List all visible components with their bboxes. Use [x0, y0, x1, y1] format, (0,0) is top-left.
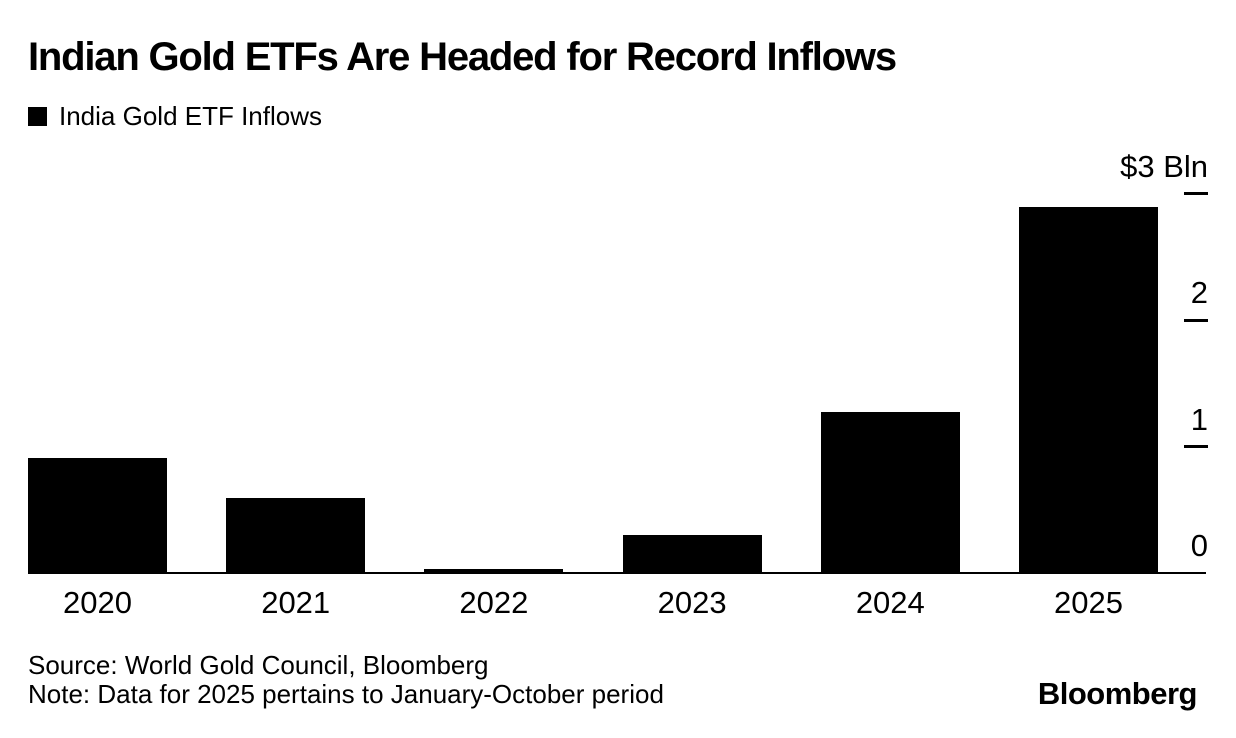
chart-footer: Source: World Gold Council, Bloomberg No… [28, 651, 664, 709]
legend-label: India Gold ETF Inflows [59, 101, 322, 131]
bar-2025 [1019, 207, 1158, 573]
y-axis-label-2: 2 [1190, 275, 1208, 310]
y-axis-label-0: 0 [1190, 528, 1208, 563]
x-axis-label-2022: 2022 [459, 585, 529, 620]
chart-legend: India Gold ETF Inflows [28, 103, 322, 129]
source-text: Source: World Gold Council, Bloomberg [28, 650, 489, 680]
bar-2021 [226, 498, 366, 573]
y-axis-tick-2 [1184, 318, 1208, 322]
y-axis-tick-1 [1184, 445, 1208, 448]
x-axis-label-2021: 2021 [261, 585, 331, 620]
x-axis-label-2023: 2023 [657, 585, 727, 620]
y-axis-tick-3 [1184, 192, 1208, 195]
bar-2022 [424, 569, 564, 573]
x-axis-label-2025: 2025 [1054, 585, 1123, 620]
bloomberg-logo: Bloomberg [1037, 676, 1198, 711]
legend-swatch-icon [28, 106, 47, 126]
note-text: Note: Data for 2025 pertains to January-… [28, 679, 664, 709]
bar-2023 [622, 535, 762, 573]
x-axis-line [28, 572, 1206, 574]
x-axis-label-2020: 2020 [63, 585, 132, 620]
chart-title: Indian Gold ETFs Are Headed for Record I… [28, 35, 897, 79]
y-axis-label-1: 1 [1190, 401, 1208, 437]
bar-2020 [28, 457, 167, 573]
y-axis-label-3: $3 Bln [1120, 148, 1208, 184]
x-axis-label-2024: 2024 [855, 585, 925, 620]
bar-2024 [820, 412, 960, 573]
